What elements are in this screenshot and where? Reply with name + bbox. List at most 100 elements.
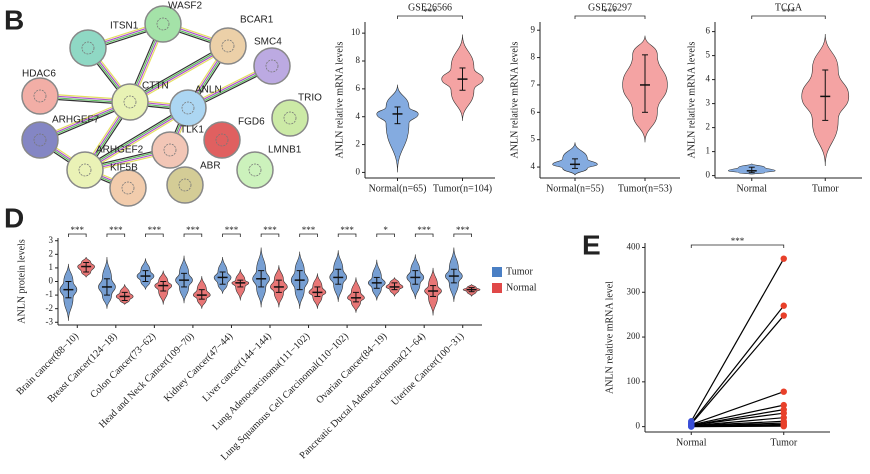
y-tick-label: 0	[706, 170, 711, 180]
significance-bracket	[337, 233, 357, 237]
pair-line	[691, 391, 784, 425]
legend-swatch	[492, 267, 502, 277]
node-label: ITSN1	[110, 21, 139, 32]
node-structure	[181, 101, 195, 115]
node-label: CTTN	[142, 81, 169, 92]
node-structure	[33, 133, 47, 147]
network: ITSN1 WASF2 BCAR1 SMC4 HDAC6 CTTN ANLN FGD6 TRIO…	[21, 1, 322, 207]
network-edge	[128, 43, 228, 101]
x-tick-label: Uterine Cancer(100−31)	[389, 331, 466, 408]
node-structure	[33, 89, 47, 103]
network-node	[271, 99, 309, 137]
y-tick-label: 8	[356, 55, 361, 65]
network-node	[69, 29, 107, 67]
node-structure	[123, 95, 137, 109]
network-node	[144, 5, 182, 43]
pair-line	[690, 315, 785, 425]
legend-swatch	[492, 283, 502, 293]
node-label: ARHGEF7	[52, 115, 100, 126]
network-edge	[130, 47, 230, 105]
chart-title: GSE26566	[408, 2, 452, 13]
x-tick-label: Ovarian Cancer(84−19)	[314, 331, 389, 406]
node-label: KIF5B	[110, 163, 138, 174]
y-axis-label: ANLN relative mRNA levels	[509, 41, 520, 158]
significance-bracket	[376, 233, 395, 237]
x-tick-label: Normal	[736, 183, 767, 194]
legend-label: Normal	[506, 282, 537, 293]
y-tick-label: -1	[46, 289, 54, 299]
pair-line	[691, 404, 784, 426]
y-tick-label: 2	[356, 139, 361, 149]
network-node	[166, 166, 204, 204]
pair-line	[690, 258, 785, 422]
node-label: LMNB1	[268, 145, 302, 156]
panel-label: D	[4, 202, 24, 233]
x-tick-label: Tumor	[812, 183, 840, 194]
network-node	[236, 151, 274, 189]
significance-label: ***	[263, 225, 277, 235]
network-edge	[84, 106, 188, 170]
significance-bracket	[299, 233, 318, 237]
y-tick-label: 8	[531, 52, 536, 62]
node-label: BCAR1	[240, 15, 274, 26]
point	[780, 409, 787, 417]
y-tick-label: 200	[627, 331, 641, 341]
y-tick-label: 1	[49, 262, 54, 272]
x-tick-label: Tumor	[770, 437, 798, 448]
significance-label: ***	[423, 7, 437, 17]
significance-bracket	[751, 15, 826, 19]
y-tick-label: 0	[636, 421, 641, 431]
x-tick-label: Colon Cancer(73−62)	[88, 331, 158, 401]
y-axis-label: ANLN relative mRNA level	[604, 281, 615, 394]
significance-bracket	[574, 15, 646, 19]
significance-label: ***	[603, 7, 617, 17]
network-node	[151, 131, 189, 169]
network-node	[66, 151, 104, 189]
significance-bracket	[690, 244, 785, 248]
significance-bracket	[145, 233, 164, 237]
chart-title: TCGA	[775, 2, 803, 13]
point	[780, 312, 787, 319]
significance-label: ***	[417, 225, 431, 235]
significance-bracket	[68, 233, 87, 237]
node-structure	[121, 181, 135, 195]
y-tick-label: 6	[356, 83, 361, 93]
significance-label: ***	[782, 7, 796, 17]
node-label: HDAC6	[22, 69, 56, 80]
network-edge	[83, 105, 188, 169]
node-structure	[163, 143, 177, 157]
x-tick-label: Tumor(n=53)	[618, 183, 672, 194]
network-node	[209, 27, 247, 65]
y-tick-label: 300	[627, 286, 641, 296]
node-structure	[78, 163, 92, 177]
pair-line	[691, 420, 784, 427]
violin	[376, 84, 419, 173]
y-tick-label: 4	[531, 161, 536, 171]
node-label: TLK1	[180, 125, 204, 136]
x-tick-label: Liver cancer(144−144)	[201, 331, 274, 404]
significance-label: ***	[186, 225, 200, 235]
node-label: ABR	[200, 161, 221, 172]
node-label: ANLN	[195, 85, 222, 96]
network-edge	[85, 109, 190, 173]
significance-bracket	[397, 15, 463, 19]
network-node	[21, 121, 59, 159]
node-label: ARHGEF2	[96, 145, 144, 156]
y-tick-label: 3	[49, 235, 54, 245]
y-tick-label: 400	[627, 242, 641, 252]
significance-bracket	[453, 233, 472, 237]
node-label: TRIO	[298, 93, 322, 104]
y-tick-label: 9	[531, 24, 536, 34]
y-tick-label: 10	[351, 27, 361, 37]
significance-bracket	[260, 233, 280, 237]
node-structure	[283, 111, 297, 125]
y-tick-label: -3	[46, 316, 54, 326]
point	[780, 422, 787, 430]
node-structure	[178, 178, 192, 192]
significance-bracket	[183, 233, 203, 237]
x-tick-label: Breast Cancer(124−18)	[46, 331, 120, 405]
x-tick-label: Normal(n=65)	[369, 183, 427, 194]
network-edge	[85, 108, 189, 172]
panel-label: B	[4, 4, 24, 35]
